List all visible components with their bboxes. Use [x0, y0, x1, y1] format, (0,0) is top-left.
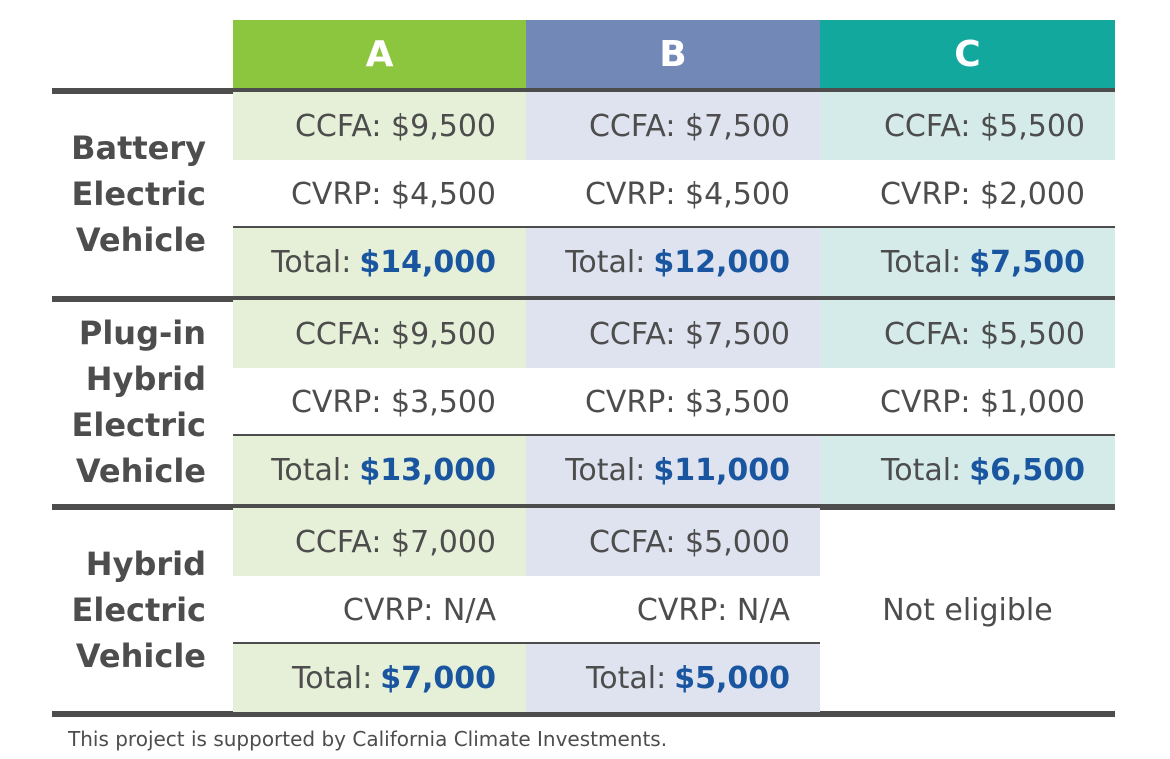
total-value: $7,000 [380, 660, 496, 696]
column-header-b: B [526, 20, 820, 88]
total-cell: Total: $6,500 [820, 436, 1115, 504]
cvrp-cell: CVRP: $1,000 [820, 368, 1115, 436]
cvrp-cell: CVRP: $4,500 [526, 160, 820, 228]
total-label: Total: [565, 452, 646, 488]
cvrp-cell: CVRP: N/A [233, 576, 526, 644]
total-label: Total: [271, 244, 352, 280]
cvrp-cell: CVRP: $2,000 [820, 160, 1115, 228]
divider-thick [52, 296, 1115, 302]
total-value: $6,500 [969, 452, 1085, 488]
ccfa-cell: CCFA: $9,500 [233, 92, 526, 160]
row-label-line: Vehicle [75, 221, 206, 259]
ccfa-cell: CCFA: $7,500 [526, 92, 820, 160]
ccfa-cell: CCFA: $7,000 [233, 508, 526, 576]
row-label-line: Hybrid [85, 545, 206, 583]
ccfa-cell: CCFA: $9,500 [233, 300, 526, 368]
row-label-line: Plug-in [78, 314, 206, 352]
divider-thick [52, 711, 1115, 717]
total-cell: Total: $7,000 [233, 644, 526, 712]
total-label: Total: [271, 452, 352, 488]
not-eligible-label: Not eligible [882, 592, 1053, 628]
total-cell: Total: $13,000 [233, 436, 526, 504]
column-header-a: A [233, 20, 526, 88]
total-label: Total: [586, 660, 667, 696]
row-label: Hybrid Electric Vehicle [52, 508, 234, 712]
total-label: Total: [881, 244, 962, 280]
total-cell: Total: $12,000 [526, 228, 820, 296]
cvrp-cell: CVRP: $3,500 [233, 368, 526, 436]
total-value: $12,000 [653, 244, 790, 280]
total-value: $13,000 [359, 452, 496, 488]
total-label: Total: [292, 660, 373, 696]
total-value: $5,000 [674, 660, 790, 696]
total-value: $14,000 [359, 244, 496, 280]
row-label: Plug-in Hybrid Electric Vehicle [52, 300, 234, 504]
ccfa-cell: CCFA: $5,500 [820, 300, 1115, 368]
cvrp-cell: CVRP: N/A [526, 576, 820, 644]
total-value: $11,000 [653, 452, 790, 488]
column-header-c: C [820, 20, 1115, 88]
row-label-line: Vehicle [75, 452, 206, 490]
row-label-line: Electric [71, 406, 206, 444]
divider-thin [233, 226, 1115, 228]
total-value: $7,500 [969, 244, 1085, 280]
divider-thin [233, 642, 820, 644]
total-cell: Total: $11,000 [526, 436, 820, 504]
total-cell: Total: $7,500 [820, 228, 1115, 296]
total-label: Total: [881, 452, 962, 488]
row-label-line: Electric [71, 591, 206, 629]
row-label-line: Electric [71, 175, 206, 213]
divider-thin [233, 434, 1115, 436]
ccfa-cell: CCFA: $5,000 [526, 508, 820, 576]
total-cell: Total: $14,000 [233, 228, 526, 296]
cvrp-cell: CVRP: $4,500 [233, 160, 526, 228]
ccfa-cell: CCFA: $7,500 [526, 300, 820, 368]
footnote: This project is supported by California … [68, 727, 668, 751]
divider-thick [52, 88, 1115, 94]
row-label-line: Hybrid [85, 360, 206, 398]
total-cell: Total: $5,000 [526, 644, 820, 712]
divider-thick [52, 504, 1115, 510]
row-label-line: Vehicle [75, 637, 206, 675]
total-label: Total: [565, 244, 646, 280]
row-label: Battery Electric Vehicle [52, 92, 234, 296]
cvrp-cell: CVRP: $3,500 [526, 368, 820, 436]
row-label-line: Battery [71, 129, 206, 167]
ccfa-cell: CCFA: $5,500 [820, 92, 1115, 160]
